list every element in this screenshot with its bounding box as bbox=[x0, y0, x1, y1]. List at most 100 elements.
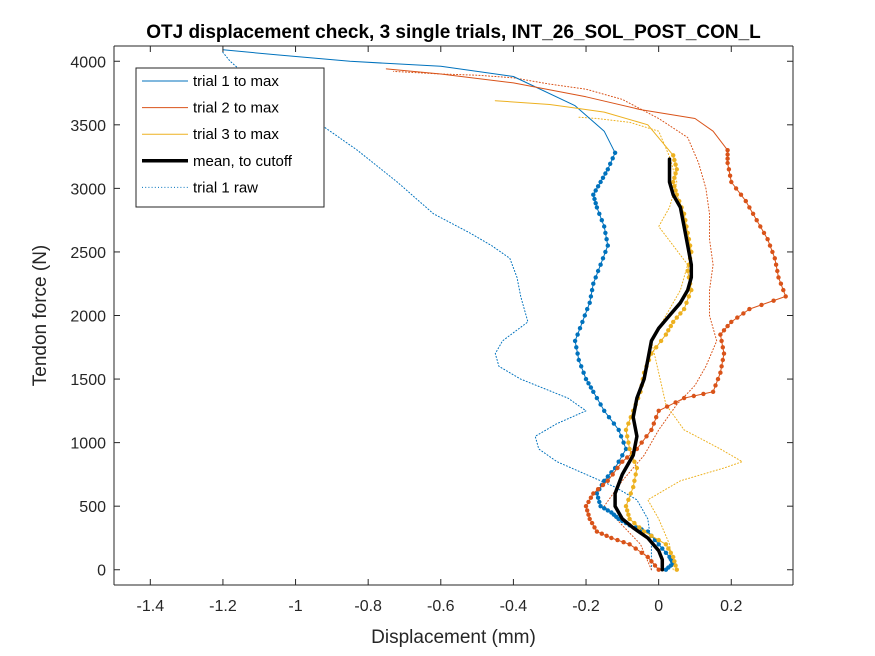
series-2-marker-57 bbox=[747, 306, 752, 312]
series-2-marker-80 bbox=[726, 167, 732, 172]
series-3-marker-2 bbox=[672, 559, 677, 564]
series-1-marker-73 bbox=[599, 218, 604, 223]
series-2-marker-46 bbox=[719, 364, 724, 369]
series-2-marker-83 bbox=[725, 152, 730, 157]
series-1-marker-84 bbox=[605, 167, 610, 172]
series-2-marker-77 bbox=[733, 186, 739, 191]
series-2-marker-71 bbox=[758, 224, 763, 229]
series-3-marker-4 bbox=[668, 550, 673, 555]
series-1-marker-69 bbox=[605, 243, 610, 248]
series-1-marker-52 bbox=[575, 351, 580, 356]
series-1-marker-40 bbox=[611, 421, 617, 426]
y-axis-title: Tendon force (N) bbox=[30, 245, 51, 387]
series-1-marker-53 bbox=[574, 345, 579, 350]
series-3-marker-68 bbox=[672, 184, 677, 189]
series-2-marker-14 bbox=[589, 520, 595, 526]
series-3-marker-44 bbox=[668, 323, 673, 329]
series-1-marker-24 bbox=[598, 504, 603, 509]
series-2-marker-33 bbox=[649, 427, 654, 433]
series-2-marker-74 bbox=[747, 205, 752, 210]
series-3-marker-5 bbox=[666, 546, 671, 551]
series-1-marker-7 bbox=[663, 550, 669, 555]
series-2-marker-38 bbox=[673, 400, 678, 405]
series-1-marker-62 bbox=[589, 287, 595, 293]
series-1-marker-43 bbox=[598, 402, 603, 407]
series-2-marker-20 bbox=[588, 495, 594, 500]
series-3-marker-71 bbox=[673, 171, 678, 176]
series-1-marker-54 bbox=[572, 338, 578, 344]
series-3-marker-24 bbox=[627, 446, 632, 452]
series-2-marker-32 bbox=[644, 434, 649, 439]
series-2-marker-42 bbox=[710, 389, 716, 394]
series-1-marker-75 bbox=[594, 205, 600, 210]
series-3-marker-6 bbox=[663, 542, 669, 547]
series-2-marker-44 bbox=[715, 376, 721, 382]
series-2-marker-7 bbox=[621, 540, 626, 545]
series-2-marker-75 bbox=[743, 198, 748, 204]
series-1-marker-9 bbox=[656, 542, 661, 547]
series-2-marker-24 bbox=[605, 478, 610, 483]
x-axis: -1.4 -1.2 -1 -0.8 -0.6 -0.4 -0.2 0 0.2 bbox=[114, 45, 793, 615]
legend: trial 1 to max trial 2 to max trial 3 to m… bbox=[135, 67, 325, 208]
legend-label-4: mean, to cutoff bbox=[193, 153, 293, 170]
series-1-marker-37 bbox=[621, 440, 626, 445]
series-1-marker-35 bbox=[620, 453, 625, 458]
series-2-marker-3 bbox=[645, 554, 650, 560]
series-3-marker-14 bbox=[625, 508, 630, 513]
y-tick-label-5: 2500 bbox=[70, 245, 106, 262]
series-1-marker-47 bbox=[586, 381, 591, 386]
series-1-marker-6 bbox=[667, 554, 672, 560]
series-2-marker-5 bbox=[633, 546, 638, 551]
series-1-marker-59 bbox=[585, 306, 590, 312]
series-3-marker-40 bbox=[654, 345, 659, 350]
series-3-marker-10 bbox=[637, 525, 642, 530]
series-2-marker-70 bbox=[761, 230, 767, 236]
series-3-marker-72 bbox=[674, 167, 679, 172]
series-3-marker-27 bbox=[623, 427, 629, 433]
series-3-marker-19 bbox=[632, 478, 637, 483]
series-2-marker-76 bbox=[738, 192, 744, 197]
series-1-marker-27 bbox=[594, 491, 600, 496]
series-2-marker-79 bbox=[727, 173, 733, 178]
series-1-marker-42 bbox=[602, 408, 607, 413]
series-3-marker-0 bbox=[674, 567, 679, 572]
series-1-marker-30 bbox=[602, 478, 607, 483]
series-1-marker-78 bbox=[591, 192, 596, 197]
series-3-marker-48 bbox=[681, 306, 687, 312]
series-1-marker-83 bbox=[603, 171, 608, 176]
series-1-marker-25 bbox=[597, 499, 602, 505]
y-tick-label-4: 2000 bbox=[70, 309, 106, 326]
series-2-marker-59 bbox=[771, 298, 776, 303]
series-1-marker-77 bbox=[592, 196, 597, 202]
series-2-marker-21 bbox=[591, 491, 596, 496]
series-3-marker-67 bbox=[673, 188, 678, 193]
series-3-marker-25 bbox=[626, 440, 631, 445]
series-1-marker-21 bbox=[609, 510, 614, 515]
x-tick-label-2: -1 bbox=[288, 598, 302, 615]
series-3-marker-42 bbox=[663, 332, 669, 337]
series-3-marker-28 bbox=[626, 421, 631, 426]
legend-label-3: trial 3 to max bbox=[193, 126, 279, 143]
series-1-marker-39 bbox=[616, 427, 621, 433]
series-2-marker-78 bbox=[729, 179, 734, 185]
series-2-marker-13 bbox=[592, 525, 597, 530]
series-1-marker-80 bbox=[595, 184, 601, 189]
series-1-marker-50 bbox=[579, 364, 584, 369]
chart-title: OTJ displacement check, 3 single trials,… bbox=[146, 22, 761, 43]
x-axis-title: Displacement (mm) bbox=[371, 627, 536, 648]
y-tick-label-2: 1000 bbox=[70, 436, 106, 453]
series-3-marker-43 bbox=[666, 328, 671, 333]
x-tick-label-5: -0.4 bbox=[500, 598, 528, 615]
series-1-marker-38 bbox=[618, 434, 624, 439]
series-2-marker-10 bbox=[604, 533, 609, 538]
series-2-marker-23 bbox=[600, 482, 606, 488]
series-1-marker-34 bbox=[616, 459, 621, 464]
x-tick-label-4: -0.6 bbox=[427, 598, 455, 615]
series-2-marker-0 bbox=[656, 567, 661, 572]
series-2-marker-35 bbox=[654, 415, 659, 420]
series-1-marker-41 bbox=[606, 415, 612, 420]
series-2-marker-52 bbox=[721, 328, 727, 333]
legend-label-2: trial 2 to max bbox=[193, 100, 279, 117]
series-2-marker-47 bbox=[720, 357, 725, 363]
y-tick-label-7: 3500 bbox=[70, 118, 106, 135]
